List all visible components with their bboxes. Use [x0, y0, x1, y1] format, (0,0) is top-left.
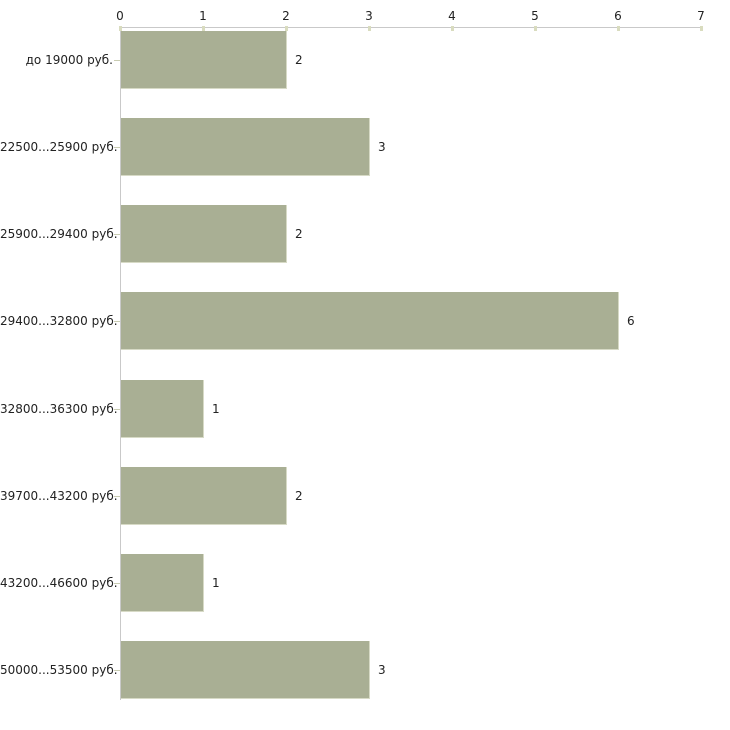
bar-row: 32800...36300 руб. 1 [0, 379, 730, 438]
x-axis-tick-icon [368, 26, 371, 31]
category-tick-icon [114, 234, 120, 236]
bar[interactable] [121, 379, 204, 438]
bar-value-label: 3 [378, 140, 386, 155]
bar-row: 29400...32800 руб. 6 [0, 292, 730, 351]
bar-value-label: 1 [212, 401, 220, 416]
category-tick-icon [114, 321, 120, 323]
x-axis-tick-label: 1 [199, 9, 207, 23]
bar-value-label: 6 [627, 314, 635, 329]
x-axis-tick-icon [202, 26, 205, 31]
bar[interactable] [121, 118, 370, 177]
x-axis-tick-icon [534, 26, 537, 31]
y-axis-line [120, 27, 121, 700]
x-axis-tick-label: 0 [116, 9, 124, 23]
bar-row: 43200...46600 руб. 1 [0, 553, 730, 612]
bar[interactable] [121, 205, 287, 264]
x-axis-line [120, 27, 702, 28]
bar-row: 22500...25900 руб. 3 [0, 118, 730, 177]
category-label: 32800...36300 руб. [0, 401, 118, 416]
bar-value-label: 2 [295, 227, 303, 242]
x-axis-tick-icon [285, 26, 288, 31]
x-axis-tick-label: 2 [282, 9, 290, 23]
category-tick-icon [114, 60, 120, 61]
category-label: 22500...25900 руб. [0, 140, 118, 155]
x-axis-tick-icon [451, 26, 454, 31]
x-axis-tick-label: 7 [697, 9, 705, 23]
bar-value-label: 2 [295, 53, 303, 67]
x-axis-tick-label: 6 [614, 9, 622, 23]
x-axis-tick-icon [119, 26, 122, 31]
x-axis-tick-label: 3 [365, 9, 373, 23]
x-axis-tick-icon [700, 26, 703, 31]
bar-row: до 19000 руб. 2 [0, 31, 730, 89]
bar-value-label: 2 [295, 488, 303, 503]
x-axis-tick-label: 4 [448, 9, 456, 23]
bar-row: 50000...53500 руб. 3 [0, 641, 730, 700]
category-label: 29400...32800 руб. [0, 314, 118, 329]
bar[interactable] [121, 292, 619, 351]
bar[interactable] [121, 31, 287, 89]
category-tick-icon [114, 147, 120, 149]
bar-row: 39700...43200 руб. 2 [0, 466, 730, 525]
x-axis-tick-icon [617, 26, 620, 31]
bar-value-label: 3 [378, 663, 386, 678]
bar[interactable] [121, 641, 370, 700]
category-tick-icon [114, 670, 120, 672]
bar-value-label: 1 [212, 575, 220, 590]
category-label: 50000...53500 руб. [0, 663, 118, 678]
bar-row: 25900...29400 руб. 2 [0, 205, 730, 264]
bar[interactable] [121, 553, 204, 612]
category-tick-icon [114, 582, 120, 584]
x-axis-tick-label: 5 [531, 9, 539, 23]
category-label: 25900...29400 руб. [0, 227, 118, 242]
category-label: до 19000 руб. [25, 53, 113, 67]
category-tick-icon [114, 495, 120, 497]
bar[interactable] [121, 466, 287, 525]
category-label: 43200...46600 руб. [0, 575, 118, 590]
category-label: 39700...43200 руб. [0, 488, 118, 503]
category-tick-icon [114, 408, 120, 410]
